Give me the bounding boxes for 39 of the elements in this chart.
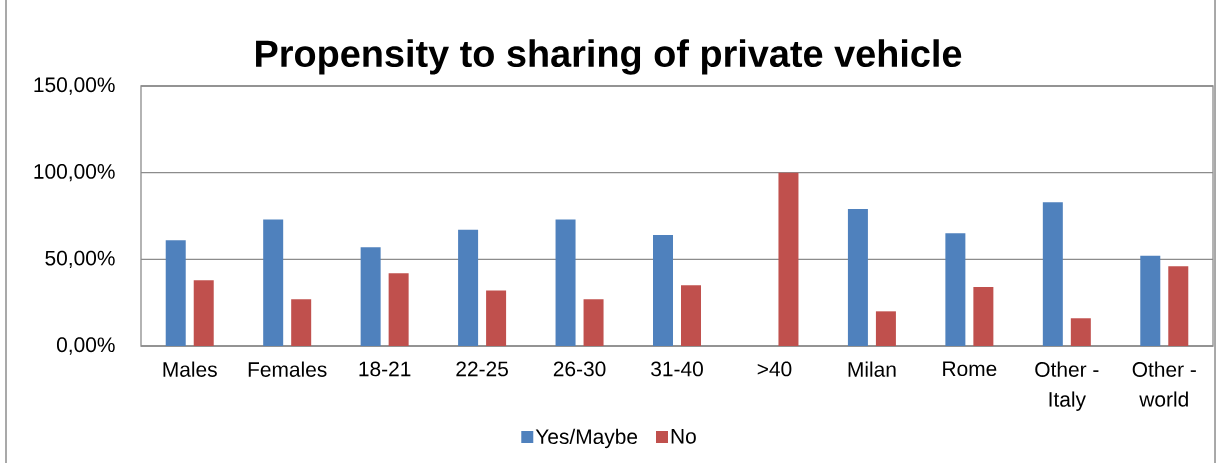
x-tick-label: Other - world xyxy=(1132,361,1196,407)
x-tick-label: Females xyxy=(248,361,327,377)
bar xyxy=(583,299,604,346)
x-tick-label: Males xyxy=(163,361,217,377)
x-tick-label: Milan xyxy=(848,361,896,377)
y-tick-label: 0,00% xyxy=(56,337,115,355)
bar xyxy=(875,311,896,346)
bar xyxy=(847,209,868,346)
bar xyxy=(263,219,284,346)
bar xyxy=(1168,266,1189,346)
bar xyxy=(1042,202,1063,346)
x-tick-label: Other - Italy xyxy=(1035,361,1099,411)
x-tick-label: 22-25 xyxy=(456,361,508,377)
y-tick-label: 150,00% xyxy=(34,77,115,95)
bar xyxy=(458,229,479,346)
x-tick-label: 31-40 xyxy=(651,361,703,377)
bar xyxy=(555,219,576,346)
bar xyxy=(165,240,186,346)
y-tick-label: 100,00% xyxy=(34,164,115,182)
x-tick-label: 26-30 xyxy=(553,361,606,377)
bar xyxy=(291,299,312,346)
y-tick-label: 50,00% xyxy=(45,250,115,268)
bar xyxy=(1140,255,1161,346)
bar xyxy=(681,285,701,346)
bar xyxy=(1070,318,1091,346)
legend-label: No xyxy=(671,429,696,444)
bar xyxy=(653,235,673,346)
x-tick-label: >40 xyxy=(757,361,792,377)
x-tick-label: Rome xyxy=(943,361,997,377)
bar xyxy=(973,287,994,346)
bar xyxy=(945,233,966,346)
bar xyxy=(778,172,799,346)
bar xyxy=(388,273,409,346)
bar xyxy=(486,290,507,346)
x-tick-label: 18-21 xyxy=(359,361,411,377)
bar xyxy=(193,280,214,346)
chart-title: Propensity to sharing of private vehicle xyxy=(256,39,962,75)
bar xyxy=(360,247,381,346)
legend-label: Yes/Maybe xyxy=(535,428,638,449)
